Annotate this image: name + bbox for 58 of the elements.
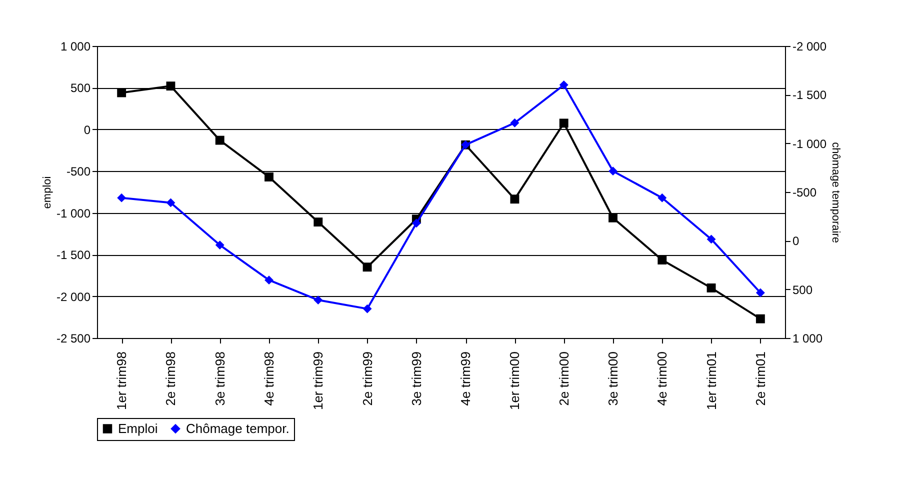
- x-tick-label: 2e trim98: [163, 352, 178, 406]
- point: [264, 276, 274, 285]
- y2-tick-label: 0: [792, 234, 800, 248]
- point: [412, 218, 421, 228]
- point: [756, 288, 765, 298]
- point: [314, 296, 323, 305]
- x-tick-label: 1er trim98: [114, 352, 130, 410]
- y-tick-label: 1 000: [60, 40, 91, 54]
- y2-tick-label: -1 500: [792, 88, 827, 102]
- x-tick-label: 1er trim01: [704, 352, 719, 410]
- x-tick-label: 2e trim00: [556, 352, 572, 406]
- point: [706, 283, 716, 292]
- x-tick-label: 1er trim99: [310, 352, 326, 410]
- point: [559, 118, 568, 128]
- y-tick-label: -2 500: [56, 332, 91, 346]
- point: [658, 193, 667, 202]
- y2-tick-label: -500: [792, 186, 817, 200]
- point: [706, 234, 716, 244]
- point: [510, 194, 520, 204]
- x-tick-label: 2e trim99: [360, 352, 375, 406]
- point: [215, 136, 224, 145]
- y-tick-label: -500: [66, 164, 91, 179]
- point: [559, 80, 568, 90]
- point: [362, 304, 372, 314]
- point: [608, 166, 618, 176]
- y2-tick-label: -2 000: [792, 40, 827, 54]
- y-tick-label: -1 000: [56, 206, 91, 220]
- legend-label: Chômage tempor.: [186, 420, 290, 436]
- y-axis-title: emploi: [41, 176, 54, 209]
- point: [117, 193, 126, 202]
- y2-tick-label: 500: [792, 282, 813, 297]
- x-tick-label: 4e trim98: [262, 352, 276, 406]
- x-tick-label: 4e trim00: [654, 352, 670, 406]
- point: [658, 256, 667, 264]
- y2-tick-label: -1 000: [792, 136, 827, 151]
- y-tick-label: 500: [70, 81, 91, 96]
- y-tick-label: -1 500: [56, 248, 91, 262]
- point: [510, 118, 520, 128]
- point: [608, 213, 618, 222]
- point: [166, 82, 176, 91]
- x-tick-label: 3e trim00: [606, 352, 620, 406]
- point: [362, 262, 372, 272]
- point: [756, 314, 765, 324]
- y-tick-label: -2 000: [56, 290, 91, 304]
- x-tick-label: 4e trim99: [458, 352, 474, 406]
- x-tick-label: 3e trim98: [212, 352, 228, 406]
- point: [264, 172, 274, 182]
- y2-tick-label: 1 000: [792, 332, 823, 346]
- point: [215, 240, 224, 250]
- legend-label: Emploi: [118, 420, 158, 436]
- y2-axis-title: chômage temporaire: [830, 142, 842, 243]
- x-tick-label: 2e trim01: [752, 352, 768, 406]
- y-tick-label: 0: [84, 122, 91, 137]
- point: [117, 88, 126, 98]
- point: [314, 218, 323, 227]
- point: [166, 198, 176, 208]
- x-tick-label: 1er trim00: [507, 352, 522, 410]
- x-tick-label: 3e trim99: [408, 352, 424, 406]
